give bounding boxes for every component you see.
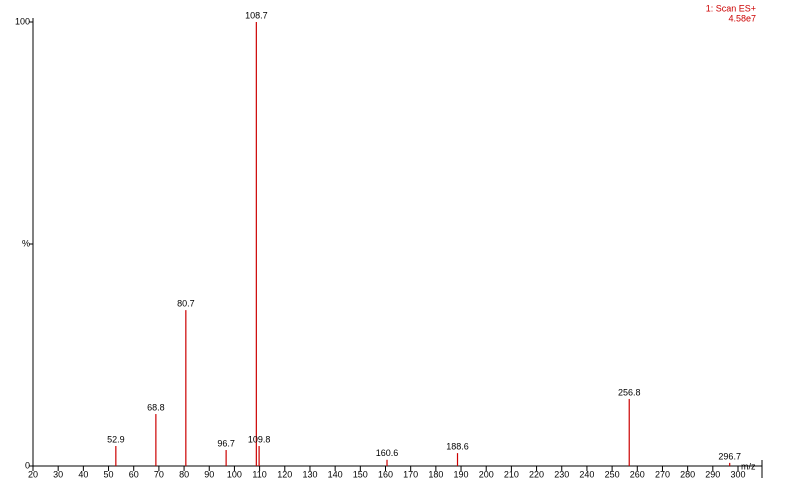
peak-label: 80.7 xyxy=(177,299,195,309)
x-tick-label: 100 xyxy=(227,469,242,479)
x-tick-label: 210 xyxy=(504,469,519,479)
x-tick-label: 230 xyxy=(554,469,569,479)
peak-label: 68.8 xyxy=(147,402,165,412)
intensity-label: 4.58e7 xyxy=(728,13,756,23)
x-tick-label: 220 xyxy=(529,469,544,479)
x-tick-label: 140 xyxy=(328,469,343,479)
x-tick-label: 90 xyxy=(204,469,214,479)
peak-label: 52.9 xyxy=(107,434,125,444)
x-tick-label: 40 xyxy=(78,469,88,479)
x-tick-label: 180 xyxy=(428,469,443,479)
x-tick-label: 190 xyxy=(454,469,469,479)
x-tick-label: 290 xyxy=(705,469,720,479)
x-tick-label: 160 xyxy=(378,469,393,479)
x-axis-label: m/z xyxy=(741,461,756,471)
x-tick-label: 300 xyxy=(730,469,745,479)
x-tick-label: 120 xyxy=(277,469,292,479)
peak-label: 160.6 xyxy=(376,448,399,458)
peak-label: 256.8 xyxy=(618,387,641,397)
x-tick-label: 130 xyxy=(302,469,317,479)
x-tick-label: 250 xyxy=(605,469,620,479)
peak-label: 109.8 xyxy=(248,434,271,444)
peak-label: 96.7 xyxy=(217,438,235,448)
x-tick-label: 60 xyxy=(129,469,139,479)
peak-label: 108.7 xyxy=(245,10,268,20)
scan-label: 1: Scan ES+ xyxy=(706,3,756,13)
x-tick-label: 20 xyxy=(28,469,38,479)
x-tick-label: 260 xyxy=(630,469,645,479)
x-tick-label: 270 xyxy=(655,469,670,479)
x-tick-label: 50 xyxy=(104,469,114,479)
y-tick-label: % xyxy=(22,238,30,248)
y-tick-label: 100 xyxy=(15,16,30,26)
x-tick-label: 80 xyxy=(179,469,189,479)
x-tick-label: 240 xyxy=(579,469,594,479)
x-tick-label: 110 xyxy=(252,469,266,479)
x-tick-label: 280 xyxy=(680,469,695,479)
x-tick-label: 30 xyxy=(53,469,63,479)
x-tick-label: 150 xyxy=(353,469,368,479)
x-tick-label: 170 xyxy=(403,469,418,479)
peak-label: 296.7 xyxy=(718,451,741,461)
x-tick-label: 70 xyxy=(154,469,164,479)
y-tick-label: 0 xyxy=(25,460,30,470)
x-tick-label: 200 xyxy=(479,469,494,479)
peak-label: 188.6 xyxy=(446,441,469,451)
